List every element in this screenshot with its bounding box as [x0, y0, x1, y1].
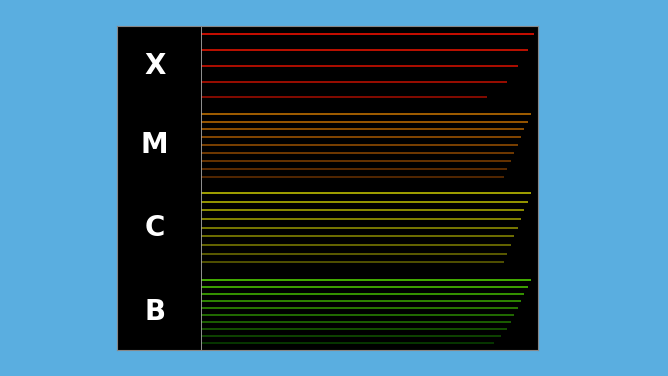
Text: C: C: [144, 214, 165, 242]
Text: B: B: [144, 298, 166, 326]
Text: M: M: [141, 131, 168, 159]
Text: X: X: [144, 52, 166, 80]
